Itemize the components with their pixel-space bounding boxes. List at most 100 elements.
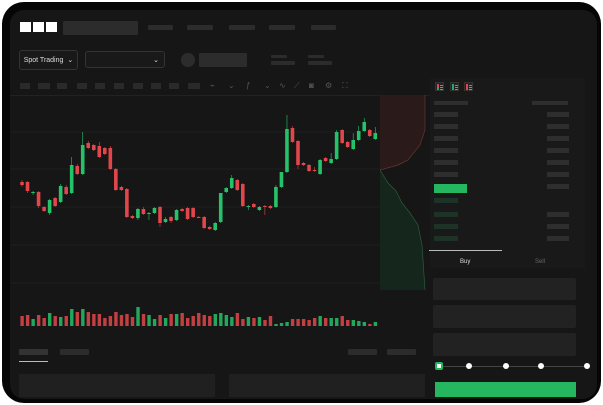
filter-button[interactable]: [348, 349, 377, 355]
volume-bar: [257, 317, 262, 326]
candle: [91, 145, 96, 150]
volume-bar: [141, 314, 146, 326]
tab-sell[interactable]: Sell: [535, 259, 546, 265]
orderbook-header-price: [434, 101, 468, 105]
bid-amount: [547, 236, 569, 241]
slider-step[interactable]: [584, 363, 590, 369]
bid-amount: [547, 212, 569, 217]
candle: [362, 122, 367, 131]
line-icon[interactable]: ⌁: [210, 81, 215, 90]
stat-value: [271, 61, 295, 65]
candle: [218, 193, 223, 222]
candle: [97, 146, 102, 157]
coin-icon: [181, 53, 195, 67]
orderbook-header-amount: [532, 101, 568, 105]
chevron-down-icon[interactable]: ⌄: [228, 81, 235, 90]
ask-price: [434, 172, 458, 177]
orderbook-asks-icon[interactable]: [464, 82, 473, 91]
chevron-down-icon: ⌄: [67, 57, 74, 64]
slider-handle[interactable]: [435, 362, 443, 370]
interval-button[interactable]: [20, 83, 30, 89]
nav-item[interactable]: [269, 25, 295, 30]
ruler-icon[interactable]: ⟋: [294, 81, 300, 90]
volume-bar: [169, 314, 173, 326]
candle: [323, 158, 328, 161]
candle: [246, 206, 251, 207]
candle: [136, 209, 140, 218]
volume-bar: [340, 316, 344, 326]
interval-button[interactable]: [169, 83, 179, 89]
fullscreen-icon[interactable]: ⛶: [342, 81, 348, 90]
candle: [202, 217, 206, 228]
tab-order-history[interactable]: [60, 349, 89, 355]
slider-step[interactable]: [466, 363, 472, 369]
interval-button[interactable]: [133, 83, 143, 89]
asset-card: [229, 374, 425, 397]
candle: [340, 130, 344, 143]
indicator-icon[interactable]: ƒ: [246, 81, 251, 90]
interval-button[interactable]: [57, 83, 67, 89]
asset-card: [19, 374, 215, 397]
interval-button[interactable]: [188, 83, 200, 89]
candle: [42, 207, 46, 211]
interval-button[interactable]: [38, 83, 50, 89]
volume-bar: [362, 322, 367, 326]
volume-bar: [180, 313, 184, 326]
settings-icon[interactable]: ⚙: [325, 81, 333, 90]
volume-bar: [290, 319, 295, 326]
pair-dropdown[interactable]: ⌄: [85, 51, 165, 68]
chevron-down-icon[interactable]: ⌄: [264, 81, 271, 90]
okx-logo[interactable]: [20, 22, 57, 32]
volume-bar: [81, 309, 85, 326]
nav-item[interactable]: [187, 25, 213, 30]
price-input[interactable]: [433, 278, 576, 300]
volume-bar: [241, 319, 245, 326]
buy-button[interactable]: [435, 382, 576, 397]
candle: [367, 130, 372, 136]
candle: [58, 186, 63, 202]
amount-input[interactable]: [433, 305, 576, 328]
candle: [263, 206, 267, 207]
amount-slider[interactable]: [439, 366, 587, 367]
candle: [296, 141, 300, 165]
tab-buy[interactable]: Buy: [460, 259, 471, 265]
filter-button[interactable]: [387, 349, 416, 355]
nav-item[interactable]: [229, 25, 255, 30]
volume-bar: [246, 317, 251, 326]
ask-amount: [547, 148, 569, 153]
volume-bar: [224, 315, 229, 326]
candle: [69, 165, 74, 193]
interval-button[interactable]: [151, 83, 161, 89]
candle: [235, 180, 240, 190]
nav-item[interactable]: [148, 25, 173, 30]
depth-chart: [380, 95, 426, 290]
wave-icon[interactable]: ∿: [279, 81, 286, 90]
candle: [268, 206, 273, 208]
nav-item[interactable]: [311, 25, 336, 30]
volume-bar: [213, 314, 217, 326]
interval-button[interactable]: [77, 83, 87, 89]
orderbook-both-icon[interactable]: [435, 82, 444, 91]
interval-button[interactable]: [95, 83, 105, 89]
volume-bar: [147, 315, 151, 326]
orderbook-bids-icon[interactable]: [450, 82, 459, 91]
slider-step[interactable]: [503, 363, 509, 369]
tab-open-orders[interactable]: [19, 349, 48, 355]
volume-bar: [59, 317, 63, 326]
volume-bar: [335, 318, 339, 326]
interval-button[interactable]: [114, 83, 124, 89]
slider-step[interactable]: [538, 363, 544, 369]
volume-bar: [92, 314, 96, 326]
total-input[interactable]: [433, 333, 576, 356]
bid-price: [434, 212, 458, 217]
candle: [47, 200, 52, 213]
spot-trading-dropdown[interactable]: Spot Trading ⌄: [19, 50, 78, 70]
candle: [158, 207, 162, 223]
camera-icon[interactable]: ◙: [309, 81, 314, 90]
volume-bar: [64, 316, 68, 326]
ask-amount: [547, 172, 569, 177]
candle: [169, 217, 173, 221]
search-bar[interactable]: [63, 21, 138, 35]
volume-bar: [152, 319, 157, 326]
